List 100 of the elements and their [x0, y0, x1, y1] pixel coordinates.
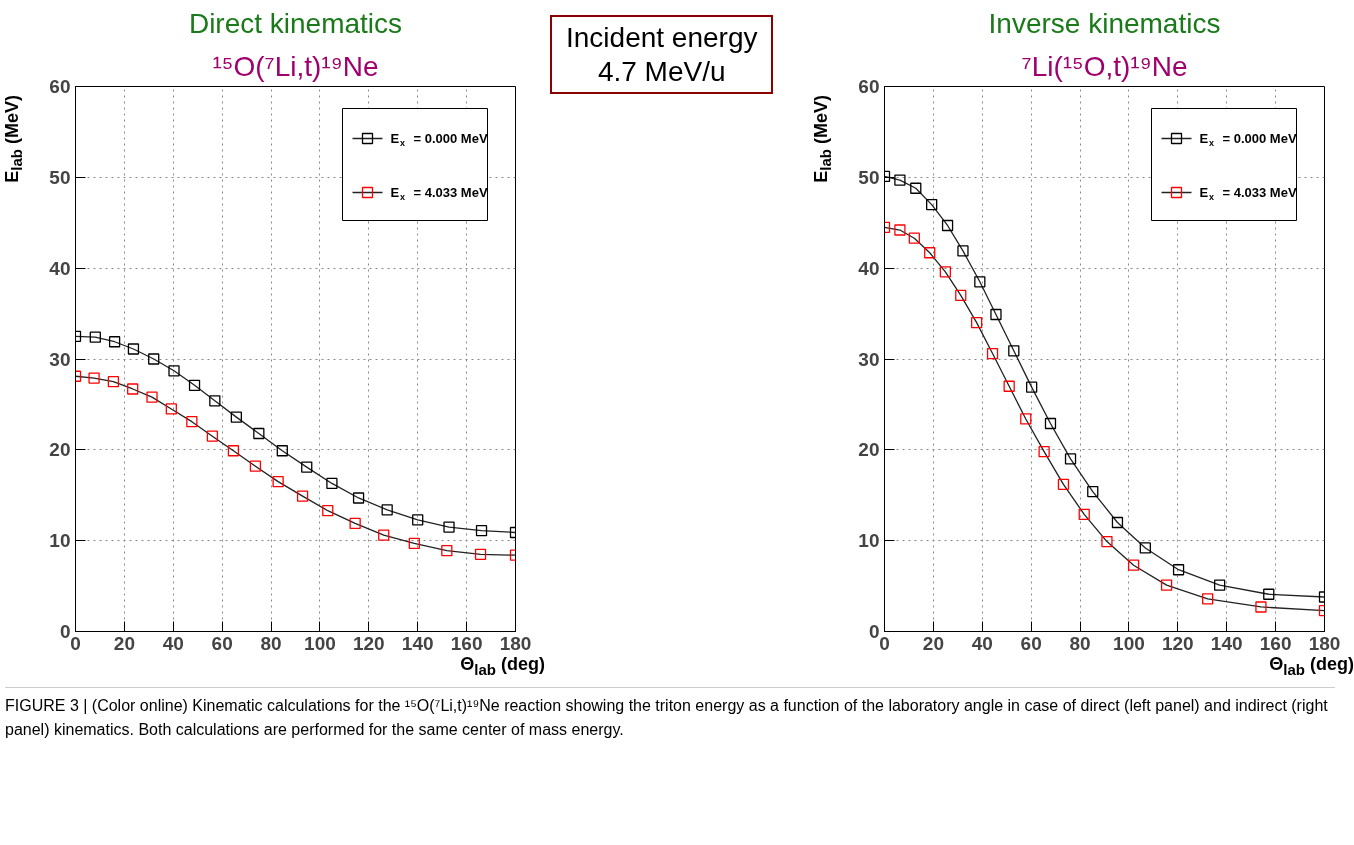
point: [349, 517, 361, 530]
point: [939, 266, 952, 278]
y-tick-label: 60: [858, 76, 880, 97]
caption: FIGURE 3 | (Color online) Kinematic calculations for the ¹⁵O(⁷Li,t)¹⁹Ne reaction showing the triton energy as a function of the laboratory angle in case of direct (left panel) and indirect (right panel) kinematics. Both calculations are performed for the same center of mass energy.: [5, 687, 1335, 742]
x-tick-label: 100: [1113, 632, 1145, 654]
point: [1057, 478, 1070, 490]
point: [1064, 453, 1077, 465]
point: [326, 477, 338, 490]
point: [272, 475, 284, 488]
point: [474, 548, 487, 560]
point: [1139, 542, 1151, 554]
x-tick-label: 20: [113, 632, 135, 654]
point: [209, 395, 221, 407]
x-tick-label: 120: [352, 632, 385, 654]
point: [986, 347, 999, 360]
point: [1101, 535, 1113, 548]
point: [352, 492, 365, 504]
point: [941, 219, 954, 232]
point: [1255, 601, 1267, 613]
point: [475, 525, 488, 537]
y-tick-label: 20: [858, 439, 880, 461]
point: [1078, 508, 1090, 520]
x-axis-title: Θ$_{lab}$ (deg): [1268, 653, 1354, 680]
point: [1044, 417, 1057, 430]
point: [894, 174, 906, 186]
y-tick-label: 40: [49, 257, 71, 279]
point: [301, 461, 313, 473]
point: [186, 416, 198, 428]
point: [1213, 579, 1226, 591]
chart-title: Direct kinematics: [188, 7, 403, 39]
point: [230, 411, 242, 423]
text: Incident energy 4.7 MeV/u: [550, 15, 774, 95]
point: [1020, 413, 1032, 425]
point: [1038, 446, 1050, 458]
chart-title: Inverse kinematics: [988, 7, 1221, 39]
x-tick-label: 180: [1308, 632, 1341, 654]
y-tick-label: 60: [49, 76, 71, 97]
point: [957, 245, 969, 257]
x-tick-label: 180: [499, 632, 532, 654]
x-tick-label: 160: [1259, 632, 1292, 654]
y-tick-label: 50: [49, 166, 71, 188]
point: [1202, 593, 1214, 605]
point: [249, 460, 262, 472]
point: [1263, 588, 1275, 600]
point: [127, 383, 139, 395]
point: [148, 353, 160, 365]
point: [908, 232, 920, 244]
y-tick-label: 40: [858, 257, 880, 279]
x-tick-label: 160: [450, 632, 483, 654]
point: [276, 445, 288, 457]
x-tick-label: 120: [1161, 632, 1194, 654]
x-tick-label: 40: [971, 632, 993, 654]
point: [1160, 579, 1173, 591]
point: [206, 430, 219, 442]
point: [910, 182, 922, 194]
x-tick-label: 60: [1020, 632, 1042, 654]
point: [253, 427, 265, 440]
x-tick-label: 40: [162, 632, 184, 654]
point: [108, 336, 121, 348]
point: [88, 372, 100, 384]
point: [1111, 516, 1124, 529]
point: [408, 537, 420, 550]
point: [412, 514, 424, 526]
x-axis-title: Θ$_{lab}$ (deg): [459, 653, 545, 680]
point: [188, 379, 201, 391]
point: [926, 198, 938, 211]
x-tick-label: 140: [1210, 632, 1243, 654]
point: [89, 331, 101, 343]
point: [146, 391, 158, 403]
point: [1026, 381, 1038, 393]
point: [378, 529, 390, 541]
x-tick-label: 60: [211, 632, 233, 654]
x-tick-label: 20: [922, 632, 944, 654]
x-tick-label: 80: [1069, 632, 1091, 654]
point: [168, 365, 180, 377]
y-tick-label: 20: [49, 439, 71, 461]
point: [322, 505, 334, 517]
point: [381, 504, 393, 516]
point: [1127, 559, 1140, 571]
point: [924, 247, 936, 259]
x-tick-label: 100: [304, 632, 336, 654]
point: [296, 490, 309, 502]
point: [107, 376, 120, 388]
point: [990, 308, 1002, 321]
y-tick-label: 10: [49, 530, 71, 552]
point: [1008, 345, 1020, 357]
point: [974, 276, 986, 288]
x-tick-label: 80: [260, 632, 282, 654]
y-tick-label: 30: [49, 348, 71, 370]
point: [127, 343, 140, 355]
point: [227, 445, 240, 457]
point: [1003, 380, 1015, 392]
point: [894, 224, 906, 236]
point: [971, 317, 983, 329]
point: [1172, 564, 1185, 576]
y-tick-label: 50: [858, 166, 880, 188]
point: [955, 289, 967, 302]
y-tick-label: 30: [858, 348, 880, 370]
chart-subtitle: ¹⁵O(⁷Li,t)¹⁹Ne: [212, 50, 379, 82]
chart-subtitle: ⁷Li(¹⁵O,t)¹⁹Ne: [1021, 50, 1188, 82]
